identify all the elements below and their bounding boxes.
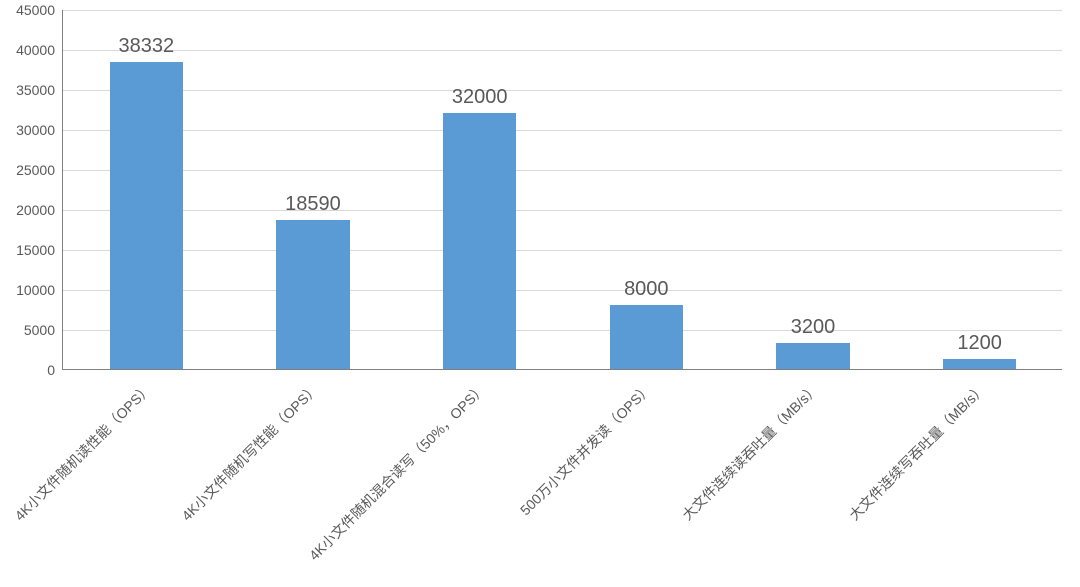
- gridline: [63, 290, 1062, 291]
- bar-value-label: 1200: [957, 332, 1002, 359]
- gridline: [63, 50, 1062, 51]
- bar-value-label: 38332: [119, 35, 175, 62]
- xtick-label: 500万小文件并发读（OPS）: [516, 379, 657, 520]
- ytick-label: 40000: [16, 42, 63, 58]
- bar-value-label: 8000: [624, 278, 669, 305]
- bar: 8000: [610, 305, 683, 369]
- xtick-label: 4K小文件随机写性能（OPS）: [177, 379, 323, 525]
- gridline: [63, 210, 1062, 211]
- bar-value-label: 3200: [791, 316, 836, 343]
- bar: 38332: [110, 62, 183, 369]
- bar: 32000: [443, 113, 516, 369]
- bar: 3200: [776, 343, 849, 369]
- plot-area: 0500010000150002000025000300003500040000…: [62, 10, 1062, 370]
- gridline: [63, 170, 1062, 171]
- gridline: [63, 10, 1062, 11]
- bar: 1200: [943, 359, 1016, 369]
- xtick-label: 大文件连续读吞吐量（MB/s）: [678, 379, 824, 525]
- ytick-label: 15000: [16, 242, 63, 258]
- bar-value-label: 18590: [285, 193, 341, 220]
- ytick-label: 25000: [16, 162, 63, 178]
- xtick-label: 大文件连续写吞吐量（MB/s）: [844, 379, 990, 525]
- bar-value-label: 32000: [452, 86, 508, 113]
- xtick-label: 4K小文件随机读性能（OPS）: [10, 379, 156, 525]
- gridline: [63, 130, 1062, 131]
- ytick-label: 10000: [16, 282, 63, 298]
- ytick-label: 5000: [24, 322, 63, 338]
- ytick-label: 0: [47, 362, 63, 378]
- ytick-label: 20000: [16, 202, 63, 218]
- ytick-label: 30000: [16, 122, 63, 138]
- performance-bar-chart: 0 5000 10000 15000 20000 25000 30000 35000 40000…: [0, 0, 1080, 587]
- ytick-label: 45000: [16, 2, 63, 18]
- gridline: [63, 330, 1062, 331]
- ytick-label: 35000: [16, 82, 63, 98]
- gridline: [63, 90, 1062, 91]
- gridline: [63, 250, 1062, 251]
- xtick-label: 4K小文件随机混合读写（50%，OPS）: [304, 379, 490, 565]
- bar: 18590: [276, 220, 349, 369]
